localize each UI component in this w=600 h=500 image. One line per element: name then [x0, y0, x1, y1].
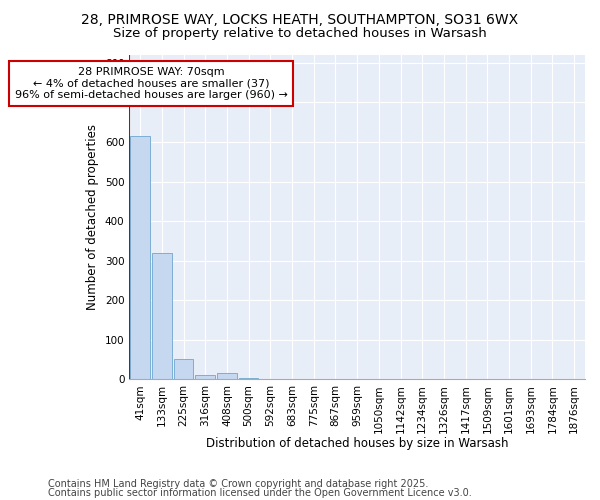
- Text: 28, PRIMROSE WAY, LOCKS HEATH, SOUTHAMPTON, SO31 6WX: 28, PRIMROSE WAY, LOCKS HEATH, SOUTHAMPT…: [82, 12, 518, 26]
- Text: Contains public sector information licensed under the Open Government Licence v3: Contains public sector information licen…: [48, 488, 472, 498]
- Y-axis label: Number of detached properties: Number of detached properties: [86, 124, 99, 310]
- Bar: [174, 360, 193, 379]
- Bar: [130, 136, 150, 379]
- Bar: [152, 252, 172, 379]
- Bar: [239, 378, 259, 379]
- Bar: [196, 376, 215, 379]
- Text: 28 PRIMROSE WAY: 70sqm
← 4% of detached houses are smaller (37)
96% of semi-deta: 28 PRIMROSE WAY: 70sqm ← 4% of detached …: [14, 67, 287, 100]
- Bar: [217, 374, 237, 379]
- Text: Size of property relative to detached houses in Warsash: Size of property relative to detached ho…: [113, 28, 487, 40]
- X-axis label: Distribution of detached houses by size in Warsash: Distribution of detached houses by size …: [206, 437, 508, 450]
- Text: Contains HM Land Registry data © Crown copyright and database right 2025.: Contains HM Land Registry data © Crown c…: [48, 479, 428, 489]
